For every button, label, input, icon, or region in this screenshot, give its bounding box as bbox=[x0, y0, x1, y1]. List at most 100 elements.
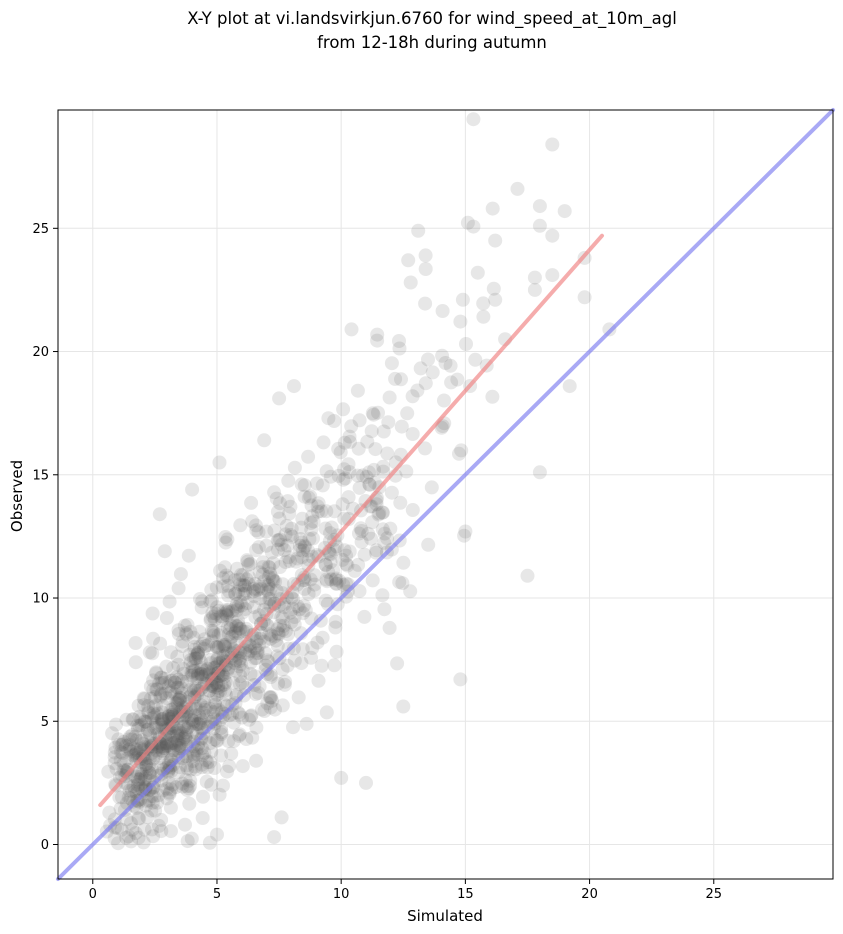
data-point bbox=[193, 654, 208, 669]
data-point bbox=[123, 729, 137, 744]
data-point bbox=[267, 830, 282, 845]
data-point bbox=[220, 764, 234, 779]
data-point bbox=[185, 668, 200, 683]
data-point bbox=[266, 605, 281, 620]
data-point bbox=[418, 248, 433, 263]
data-point bbox=[365, 406, 380, 421]
data-point bbox=[316, 435, 331, 450]
data-point bbox=[292, 542, 307, 557]
data-point bbox=[159, 691, 174, 706]
data-point bbox=[212, 787, 227, 802]
data-point bbox=[262, 592, 277, 607]
data-point bbox=[488, 292, 503, 307]
data-point bbox=[457, 528, 472, 543]
data-point bbox=[211, 639, 226, 654]
data-point bbox=[438, 356, 453, 370]
data-point bbox=[410, 383, 425, 398]
data-point bbox=[236, 587, 251, 601]
data-point bbox=[180, 617, 195, 632]
data-point bbox=[301, 543, 315, 558]
data-point bbox=[191, 650, 206, 665]
data-point bbox=[283, 605, 298, 620]
data-point bbox=[424, 480, 439, 495]
data-point bbox=[178, 772, 193, 787]
data-point bbox=[396, 555, 411, 570]
x-tick-label: 0 bbox=[89, 887, 97, 902]
data-point bbox=[230, 705, 245, 720]
data-point bbox=[241, 577, 256, 591]
data-point bbox=[121, 743, 136, 758]
data-point bbox=[272, 496, 287, 511]
data-point bbox=[286, 720, 300, 735]
data-point bbox=[351, 441, 366, 456]
data-point bbox=[210, 733, 225, 748]
data-point bbox=[184, 712, 199, 727]
data-point bbox=[179, 779, 194, 794]
data-point bbox=[134, 755, 149, 770]
data-point bbox=[263, 591, 278, 606]
data-point bbox=[233, 621, 248, 636]
data-point bbox=[198, 667, 213, 682]
data-point bbox=[394, 372, 408, 387]
data-point bbox=[162, 787, 177, 801]
data-point bbox=[243, 666, 258, 681]
data-point bbox=[287, 610, 302, 624]
data-point bbox=[532, 465, 547, 480]
data-point bbox=[243, 644, 258, 659]
data-point bbox=[281, 627, 296, 642]
data-point bbox=[226, 676, 241, 691]
data-point bbox=[459, 337, 473, 351]
data-point bbox=[179, 758, 194, 773]
data-point bbox=[232, 572, 247, 587]
data-point bbox=[128, 655, 143, 670]
data-point bbox=[401, 253, 416, 268]
data-point bbox=[196, 705, 211, 720]
data-point bbox=[237, 645, 252, 660]
data-point bbox=[213, 609, 228, 624]
data-point bbox=[189, 717, 204, 732]
data-point bbox=[154, 739, 169, 754]
data-point bbox=[331, 441, 346, 456]
data-point bbox=[297, 598, 311, 613]
data-point bbox=[252, 638, 266, 653]
data-point bbox=[234, 598, 249, 613]
data-point bbox=[152, 735, 167, 750]
data-point bbox=[204, 623, 219, 638]
data-point bbox=[377, 535, 392, 550]
data-point bbox=[281, 550, 296, 565]
data-point bbox=[175, 779, 190, 794]
data-point bbox=[337, 435, 352, 450]
data-point bbox=[169, 670, 184, 685]
data-point bbox=[217, 677, 232, 692]
data-point bbox=[202, 835, 217, 850]
data-point bbox=[243, 639, 258, 653]
data-point bbox=[257, 433, 272, 448]
data-point bbox=[152, 507, 167, 522]
data-point bbox=[162, 594, 177, 609]
data-point bbox=[215, 609, 230, 624]
data-point bbox=[209, 640, 224, 655]
data-point bbox=[176, 719, 191, 734]
data-point bbox=[375, 505, 390, 520]
data-point bbox=[150, 682, 165, 697]
data-point bbox=[111, 836, 126, 851]
data-point bbox=[134, 769, 149, 784]
data-point bbox=[139, 759, 154, 774]
data-point bbox=[136, 736, 151, 751]
data-point bbox=[198, 668, 213, 683]
data-point bbox=[147, 721, 161, 736]
data-point bbox=[136, 691, 151, 706]
data-point bbox=[217, 637, 231, 652]
data-point bbox=[233, 567, 248, 582]
data-point bbox=[287, 653, 302, 668]
data-point bbox=[204, 593, 219, 608]
data-point bbox=[211, 680, 225, 695]
data-point bbox=[354, 534, 369, 549]
data-point bbox=[163, 674, 178, 689]
data-point bbox=[134, 766, 149, 781]
data-point bbox=[285, 529, 300, 544]
data-point bbox=[175, 776, 190, 791]
data-point bbox=[128, 826, 143, 841]
reference-lines bbox=[56, 108, 835, 881]
data-point bbox=[224, 630, 239, 645]
